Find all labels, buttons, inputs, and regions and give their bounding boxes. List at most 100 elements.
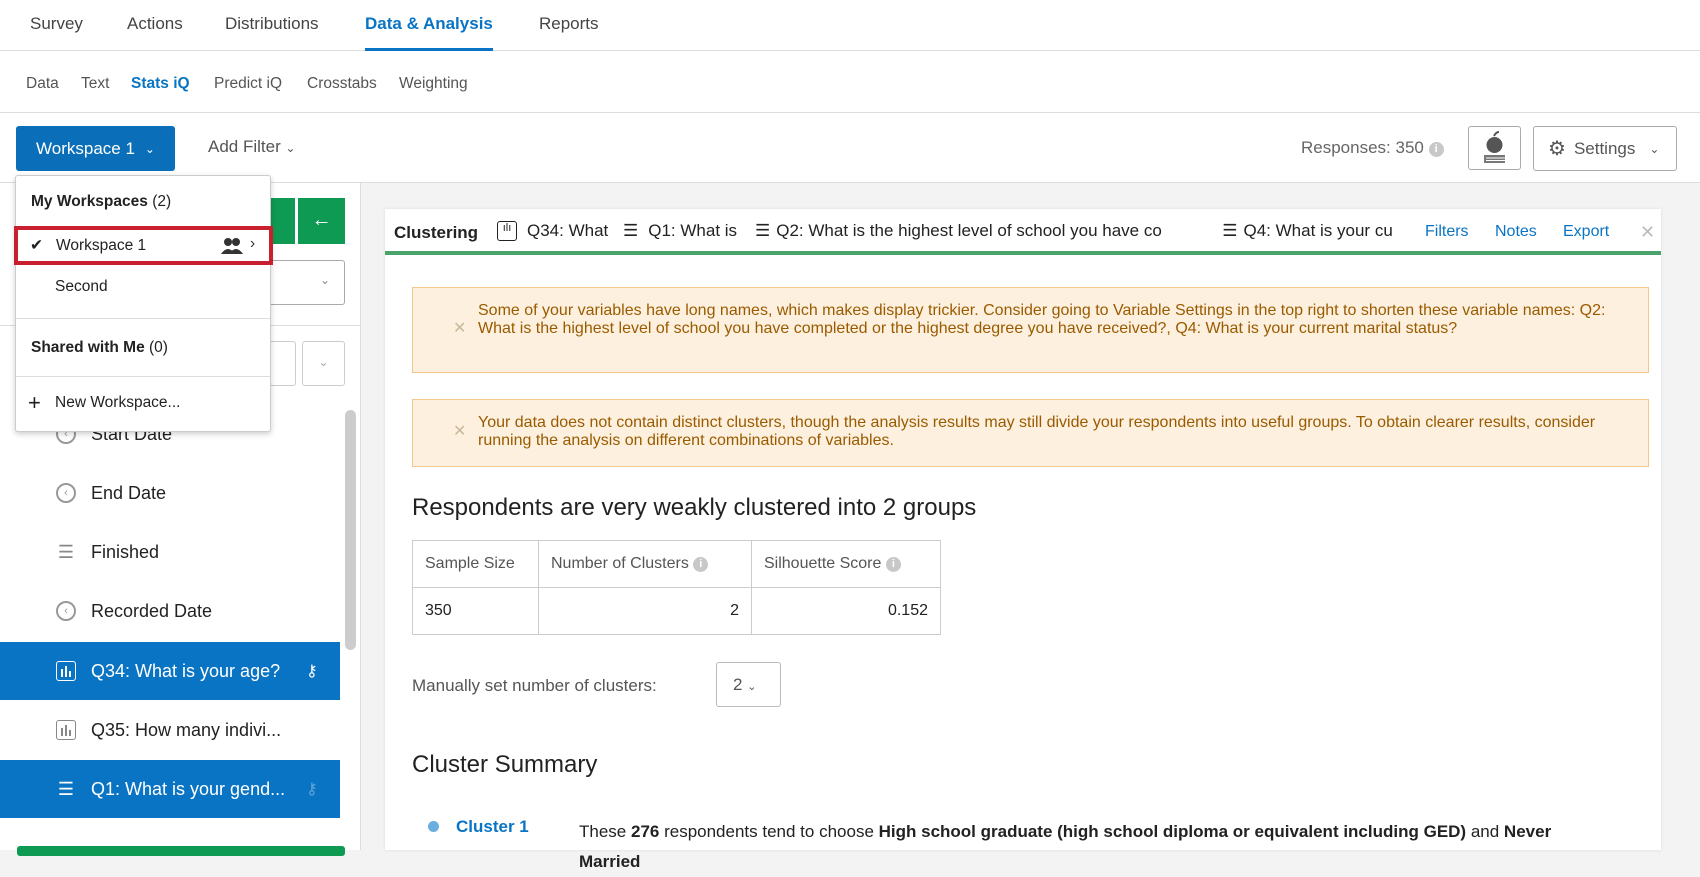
apple-book-icon <box>1484 131 1505 163</box>
stats-education-button[interactable] <box>1468 126 1521 170</box>
sort-dropdown[interactable]: ⌄ <box>302 341 345 386</box>
clock-icon: ‹ <box>55 482 77 504</box>
variable-chip[interactable]: Q1: What is <box>648 221 738 240</box>
tab-reports[interactable]: Reports <box>539 14 599 33</box>
responses-count: Responses: 350 i <box>1301 138 1444 158</box>
num-clusters-value: 2 <box>538 587 752 635</box>
toolbar: Workspace 1 ⌄ Add Filter ⌄ Responses: 350… <box>0 113 1700 183</box>
cluster-1-description: These 276 respondents tend to choose Hig… <box>579 822 1552 871</box>
variable-item[interactable]: ‹ End Date <box>0 464 340 522</box>
export-link[interactable]: Export <box>1563 223 1610 240</box>
header-silhouette: Silhouette Score i <box>751 540 941 588</box>
responses-label: Responses: 350 <box>1301 138 1424 157</box>
variable-item[interactable]: ☰ Q1: What is your gend... ⚷ <box>0 760 340 818</box>
checkmark-icon: ✔ <box>30 237 43 254</box>
manual-clusters-label: Manually set number of clusters: <box>412 676 657 695</box>
info-icon[interactable]: i <box>885 557 901 572</box>
card-title: Clustering <box>394 223 479 242</box>
workspace-menu: My Workspaces (2) ✔ Workspace 1 › Second… <box>14 175 273 432</box>
run-analysis-button[interactable] <box>17 846 345 856</box>
stats-table: Sample Size Number of Clusters i Silhouett… <box>412 540 941 635</box>
tab-distributions[interactable]: Distributions <box>225 14 319 33</box>
variable-label: Q35: How many indivi... <box>91 719 282 740</box>
variable-chips: ılı Q34: What ☰ Q1: What is <box>497 221 792 241</box>
scrollbar[interactable] <box>345 410 356 650</box>
variable-label: End Date <box>91 482 167 503</box>
chevron-down-icon: ⌄ <box>747 681 757 693</box>
settings-button[interactable]: ⚙ Settings ⌄ <box>1533 126 1677 171</box>
clustering-card: Clustering ılı Q34: What ☰ Q1: What is ☰ Q2… <box>385 209 1661 871</box>
subtab-data[interactable]: Data <box>26 75 59 92</box>
notes-link[interactable]: Notes <box>1495 223 1537 240</box>
close-icon[interactable]: ✕ <box>453 320 467 337</box>
chevron-down-icon: ⌄ <box>144 141 155 156</box>
warning-long-names: ✕ Some of your variables have long names,… <box>412 287 1649 373</box>
list-icon: ☰ <box>623 221 639 240</box>
close-icon[interactable]: ✕ <box>453 423 467 440</box>
card-header: Clustering ılı Q34: What ☰ Q1: What is ☰ Q2… <box>385 209 1661 255</box>
subtab-text[interactable]: Text <box>81 75 110 92</box>
results-heading: Respondents are very weakly clustered in… <box>412 494 977 521</box>
variable-chip[interactable]: Q34: What <box>527 221 609 240</box>
workspace-button[interactable]: Workspace 1 ⌄ <box>16 126 175 171</box>
subtab-predict-iq[interactable]: Predict iQ <box>214 75 283 92</box>
variable-item[interactable]: Q35: How many indivi... <box>0 701 340 759</box>
info-icon[interactable]: i <box>1428 142 1444 157</box>
bar-chart-icon <box>55 660 77 682</box>
filters-link[interactable]: Filters <box>1425 223 1469 240</box>
add-filter-button[interactable]: Add Filter ⌄ <box>208 137 296 157</box>
divider <box>16 318 270 319</box>
variable-chip[interactable]: Q2: What is the highest level of school … <box>776 221 1162 240</box>
top-nav: Survey Actions Distributions Data & Anal… <box>0 0 1700 51</box>
shared-with-me-header: Shared with Me (0) <box>31 339 168 356</box>
cluster-count-dropdown[interactable]: 2 ⌄ <box>716 662 781 707</box>
variable-label: Recorded Date <box>91 600 213 621</box>
list-icon: ☰ <box>57 778 75 799</box>
tab-actions[interactable]: Actions <box>127 14 183 33</box>
divider <box>16 376 270 377</box>
close-icon[interactable]: ✕ <box>1640 222 1656 242</box>
bar-chart-icon <box>55 719 77 741</box>
variable-item[interactable]: Q34: What is your age? ⚷ <box>0 642 340 700</box>
plus-icon: + <box>28 390 41 415</box>
clock-icon: ‹ <box>55 600 77 622</box>
workspace-item-label: Workspace 1 <box>56 237 147 254</box>
workspace-item-workspace-1[interactable]: ✔ Workspace 1 › <box>14 226 273 265</box>
subtab-crosstabs[interactable]: Crosstabs <box>307 75 377 92</box>
cluster-1-link[interactable]: Cluster 1 <box>456 817 529 836</box>
variable-chip[interactable]: Q4: What is your cu <box>1243 221 1393 240</box>
list-icon: ☰ <box>57 541 75 562</box>
gear-icon: ⚙ <box>1548 138 1566 160</box>
tab-survey[interactable]: Survey <box>30 14 83 33</box>
silhouette-value: 0.152 <box>751 587 941 635</box>
key-icon[interactable]: ⚷ <box>306 781 318 798</box>
chevron-down-icon: ⌄ <box>319 273 330 287</box>
collapse-arrow-button[interactable]: ← <box>298 198 345 244</box>
sub-nav: Data Text Stats iQ Predict iQ Crosstabs … <box>0 51 1700 113</box>
warning-no-clusters: ✕ Your data does not contain distinct clu… <box>412 399 1649 467</box>
variable-chips-more: ☰ Q2: What is the highest level of school… <box>755 221 1700 241</box>
info-icon[interactable]: i <box>693 557 709 572</box>
variable-label: Q34: What is your age? <box>91 660 281 681</box>
variable-label: Q1: What is your gend... <box>91 778 286 799</box>
variable-item[interactable]: ‹ Recorded Date <box>0 582 340 640</box>
subtab-weighting[interactable]: Weighting <box>399 75 468 92</box>
tab-data-analysis[interactable]: Data & Analysis <box>365 14 493 51</box>
list-icon: ☰ <box>755 221 771 240</box>
warning-text: Your data does not contain distinct clus… <box>478 414 1596 449</box>
variable-label: Finished <box>91 541 160 562</box>
chevron-down-icon: ⌄ <box>318 355 329 369</box>
workspace-label: Workspace 1 <box>36 138 135 158</box>
variable-item[interactable]: ☰ Finished <box>0 523 340 581</box>
bar-chart-icon: ılı <box>497 221 517 241</box>
settings-label: Settings <box>1573 138 1636 158</box>
workspace-item-second[interactable]: Second <box>55 278 108 295</box>
list-icon: ☰ <box>1222 221 1238 240</box>
header-sample-size: Sample Size <box>412 540 539 588</box>
chevron-down-icon: ⌄ <box>1649 141 1660 156</box>
key-icon[interactable]: ⚷ <box>306 663 318 680</box>
subtab-stats-iq[interactable]: Stats iQ <box>131 75 190 92</box>
sample-size-value: 350 <box>412 587 539 635</box>
chevron-right-icon[interactable]: › <box>250 235 256 252</box>
warning-text: Some of your variables have long names, … <box>478 302 1606 337</box>
